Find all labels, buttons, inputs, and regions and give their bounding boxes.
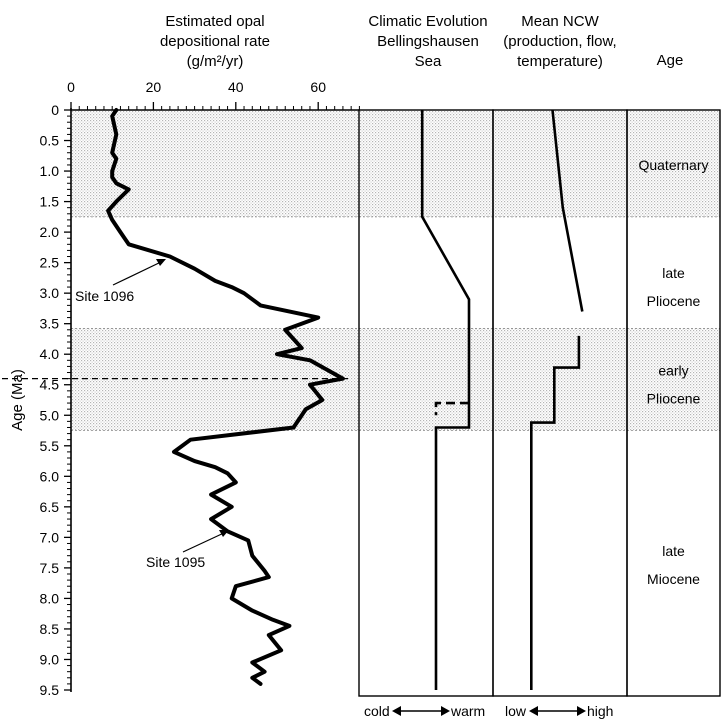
y-tick-label: 6.0 bbox=[40, 468, 60, 484]
climate-double-arrow bbox=[392, 706, 450, 716]
climate-axis-low-label: cold bbox=[364, 703, 390, 719]
age-label-line1: early bbox=[658, 363, 688, 379]
y-tick-label: 4.0 bbox=[40, 346, 60, 362]
arrowhead-site-1096 bbox=[156, 259, 166, 266]
y-tick-label: 2.0 bbox=[40, 224, 60, 240]
age-panel-frame bbox=[626, 109, 721, 697]
climate-series-line bbox=[420, 110, 471, 690]
age-label-line2: Pliocene bbox=[647, 293, 701, 309]
shaded-interval-0 bbox=[71, 110, 720, 217]
y-tick-label: 8.5 bbox=[40, 621, 60, 637]
opal-panel-title-line2: depositional rate bbox=[160, 33, 270, 50]
age-label-line1: late bbox=[662, 543, 685, 559]
climate-axis-high-label: warm bbox=[450, 703, 485, 719]
y-tick-label: 6.5 bbox=[40, 499, 60, 515]
y-tick-label: 4.5 bbox=[40, 377, 60, 393]
shaded-interval-1 bbox=[71, 328, 720, 431]
opal-series-line-site-1095 bbox=[172, 425, 296, 686]
y-tick-label: 7.0 bbox=[40, 529, 60, 545]
climate-panel-title-line3: Sea bbox=[415, 53, 442, 70]
ncw-panel-title-line2: (production, flow, bbox=[503, 33, 616, 50]
y-tick-label: 5.0 bbox=[40, 407, 60, 423]
arrow-site-1095 bbox=[182, 531, 227, 553]
ncw-double-arrow bbox=[529, 706, 586, 716]
y-tick-label: 3.0 bbox=[40, 285, 60, 301]
x-tick-label: 40 bbox=[228, 79, 244, 95]
panel-frames bbox=[358, 109, 721, 697]
climate-panel-title-line1: Climatic Evolution bbox=[368, 13, 487, 30]
series-layer: Quaternary late Pliocene early Pliocene late M… bbox=[106, 108, 709, 690]
opal-series-line-site-1096 bbox=[106, 108, 345, 430]
y-tick-label: 9.0 bbox=[40, 651, 60, 667]
opal-panel-units: (g/m²/yr) bbox=[187, 53, 244, 70]
y-tick-label: 5.5 bbox=[40, 438, 60, 454]
series-label-site-1096: Site 1096 bbox=[75, 288, 134, 304]
ncw-panel-title-line1: Mean NCW bbox=[521, 13, 599, 30]
y-tick-label: 7.5 bbox=[40, 560, 60, 576]
age-label-line1: Quaternary bbox=[638, 157, 708, 173]
y-tick-label: 9.5 bbox=[40, 682, 60, 698]
y-tick-label: 1.0 bbox=[40, 163, 60, 179]
y-tick-label: 0 bbox=[51, 102, 59, 118]
shaded-intervals bbox=[71, 109, 720, 431]
age-label-line1: late bbox=[662, 265, 685, 281]
y-tick-label: 8.0 bbox=[40, 590, 60, 606]
x-tick-label: 0 bbox=[67, 79, 75, 95]
climate-dashed-line bbox=[434, 401, 469, 416]
x-tick-label: 60 bbox=[310, 79, 326, 95]
arrowhead-site-1095 bbox=[219, 530, 229, 537]
axes-layer: 0 0.5 1.0 1.5 2.0 2.5 3.0 3.5 4.0 4.5 5.0 5.5 6.0 6.5… bbox=[40, 79, 360, 698]
age-label-line2: Pliocene bbox=[647, 391, 701, 407]
ncw-axis-high-label: high bbox=[587, 703, 613, 719]
y-tick-label: 0.5 bbox=[40, 133, 60, 149]
climate-panel-title-line2: Bellingshausen bbox=[377, 33, 479, 50]
y-axis-label: Age (Ma) bbox=[9, 369, 26, 431]
age-panel-title: Age bbox=[657, 52, 684, 69]
ncw-panel-title-line3: temperature) bbox=[517, 53, 603, 70]
y-tick-label: 1.5 bbox=[40, 194, 60, 210]
x-tick-label: 20 bbox=[146, 79, 162, 95]
y-tick-label: 3.5 bbox=[40, 316, 60, 332]
age-label-line2: Miocene bbox=[647, 571, 700, 587]
arrow-site-1096 bbox=[112, 260, 164, 286]
ncw-series-line-0 bbox=[551, 109, 584, 312]
ncw-series-line-1 bbox=[529, 335, 581, 690]
y-tick-label: 2.5 bbox=[40, 255, 60, 271]
series-label-site-1095: Site 1095 bbox=[146, 554, 205, 570]
opal-panel-title-line1: Estimated opal bbox=[165, 13, 264, 30]
ncw-axis-low-label: low bbox=[505, 703, 527, 719]
